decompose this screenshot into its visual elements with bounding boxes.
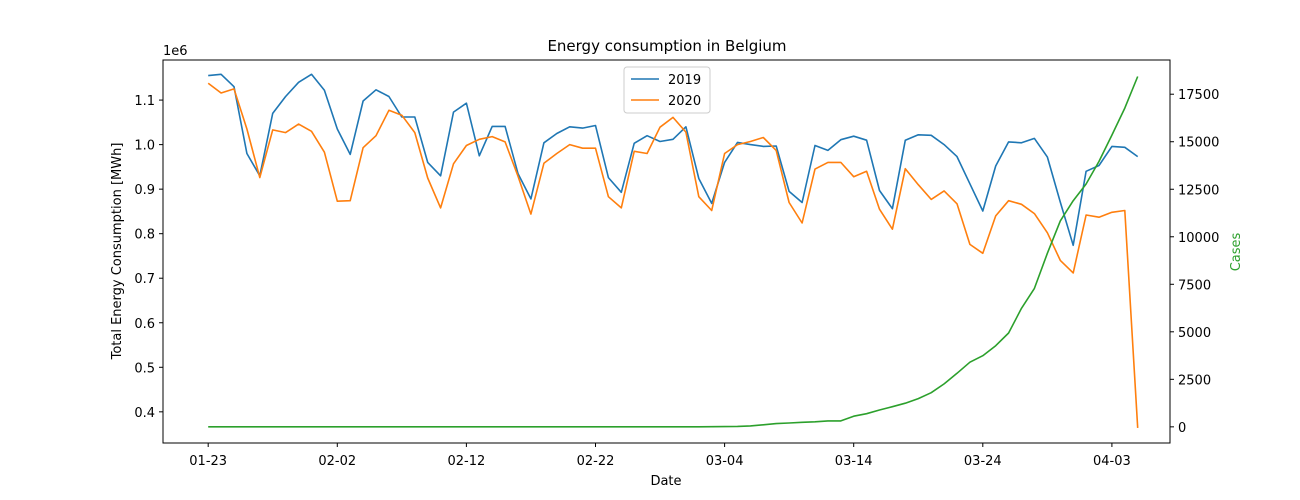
y-tick-label: 1.1	[134, 94, 155, 109]
plot-frame	[162, 59, 1171, 444]
x-tick-label: 03-14	[835, 454, 873, 469]
legend-label-2020: 2020	[668, 94, 701, 109]
y2-tick-label: 10000	[1178, 231, 1219, 246]
legend-label-2019: 2019	[668, 73, 701, 88]
series-line-2019	[208, 73, 1139, 247]
y-tick-label: 0.8	[134, 228, 155, 243]
x-tick-label: 03-24	[964, 454, 1002, 469]
y-tick-label: 0.7	[134, 272, 155, 287]
y2-tick-label: 5000	[1178, 326, 1211, 341]
y-offset-text: 1e6	[163, 44, 188, 59]
x-tick-label: 02-12	[448, 454, 486, 469]
plot-lines	[207, 73, 1139, 428]
y2-tick-label: 15000	[1178, 136, 1219, 151]
x-tick-label: 02-22	[577, 454, 615, 469]
x-tick-label: 03-04	[706, 454, 744, 469]
y-tick-label: 0.5	[134, 361, 155, 376]
x-tick-label: 02-02	[318, 454, 356, 469]
x-tick-label: 04-03	[1093, 454, 1131, 469]
x-tick-label: 01-23	[189, 454, 227, 469]
chart-title: Energy consumption in Belgium	[547, 37, 786, 55]
legend: 2019 2020	[623, 66, 711, 114]
x-axis-label: Date	[650, 474, 681, 489]
y2-tick-label: 0	[1178, 421, 1186, 436]
y2-tick-label: 17500	[1178, 88, 1219, 103]
series-line-2020	[207, 82, 1139, 428]
y-axis-label: Total Energy Consumption [MWh]	[110, 143, 125, 361]
y2-tick-label: 2500	[1178, 373, 1211, 388]
series-line-cases	[208, 76, 1139, 428]
y-tick-label: 1.0	[134, 139, 155, 154]
y-tick-label: 0.9	[134, 183, 155, 198]
y-axis-ticks: 0.4 0.5 0.6 0.7 0.8 0.9 1.0 1.1	[134, 94, 163, 421]
y2-axis-label: Cases	[1229, 232, 1244, 271]
y2-tick-label: 7500	[1178, 278, 1211, 293]
y-tick-label: 0.4	[134, 406, 155, 421]
y-tick-label: 0.6	[134, 317, 155, 332]
y2-axis-ticks: 0 2500 5000 7500 10000 12500 15000 17500	[1170, 88, 1219, 436]
x-axis-ticks: 01-23 02-02 02-12 02-22 03-04 03-14 03-24 04-03	[189, 443, 1131, 469]
y2-tick-label: 12500	[1178, 183, 1219, 198]
